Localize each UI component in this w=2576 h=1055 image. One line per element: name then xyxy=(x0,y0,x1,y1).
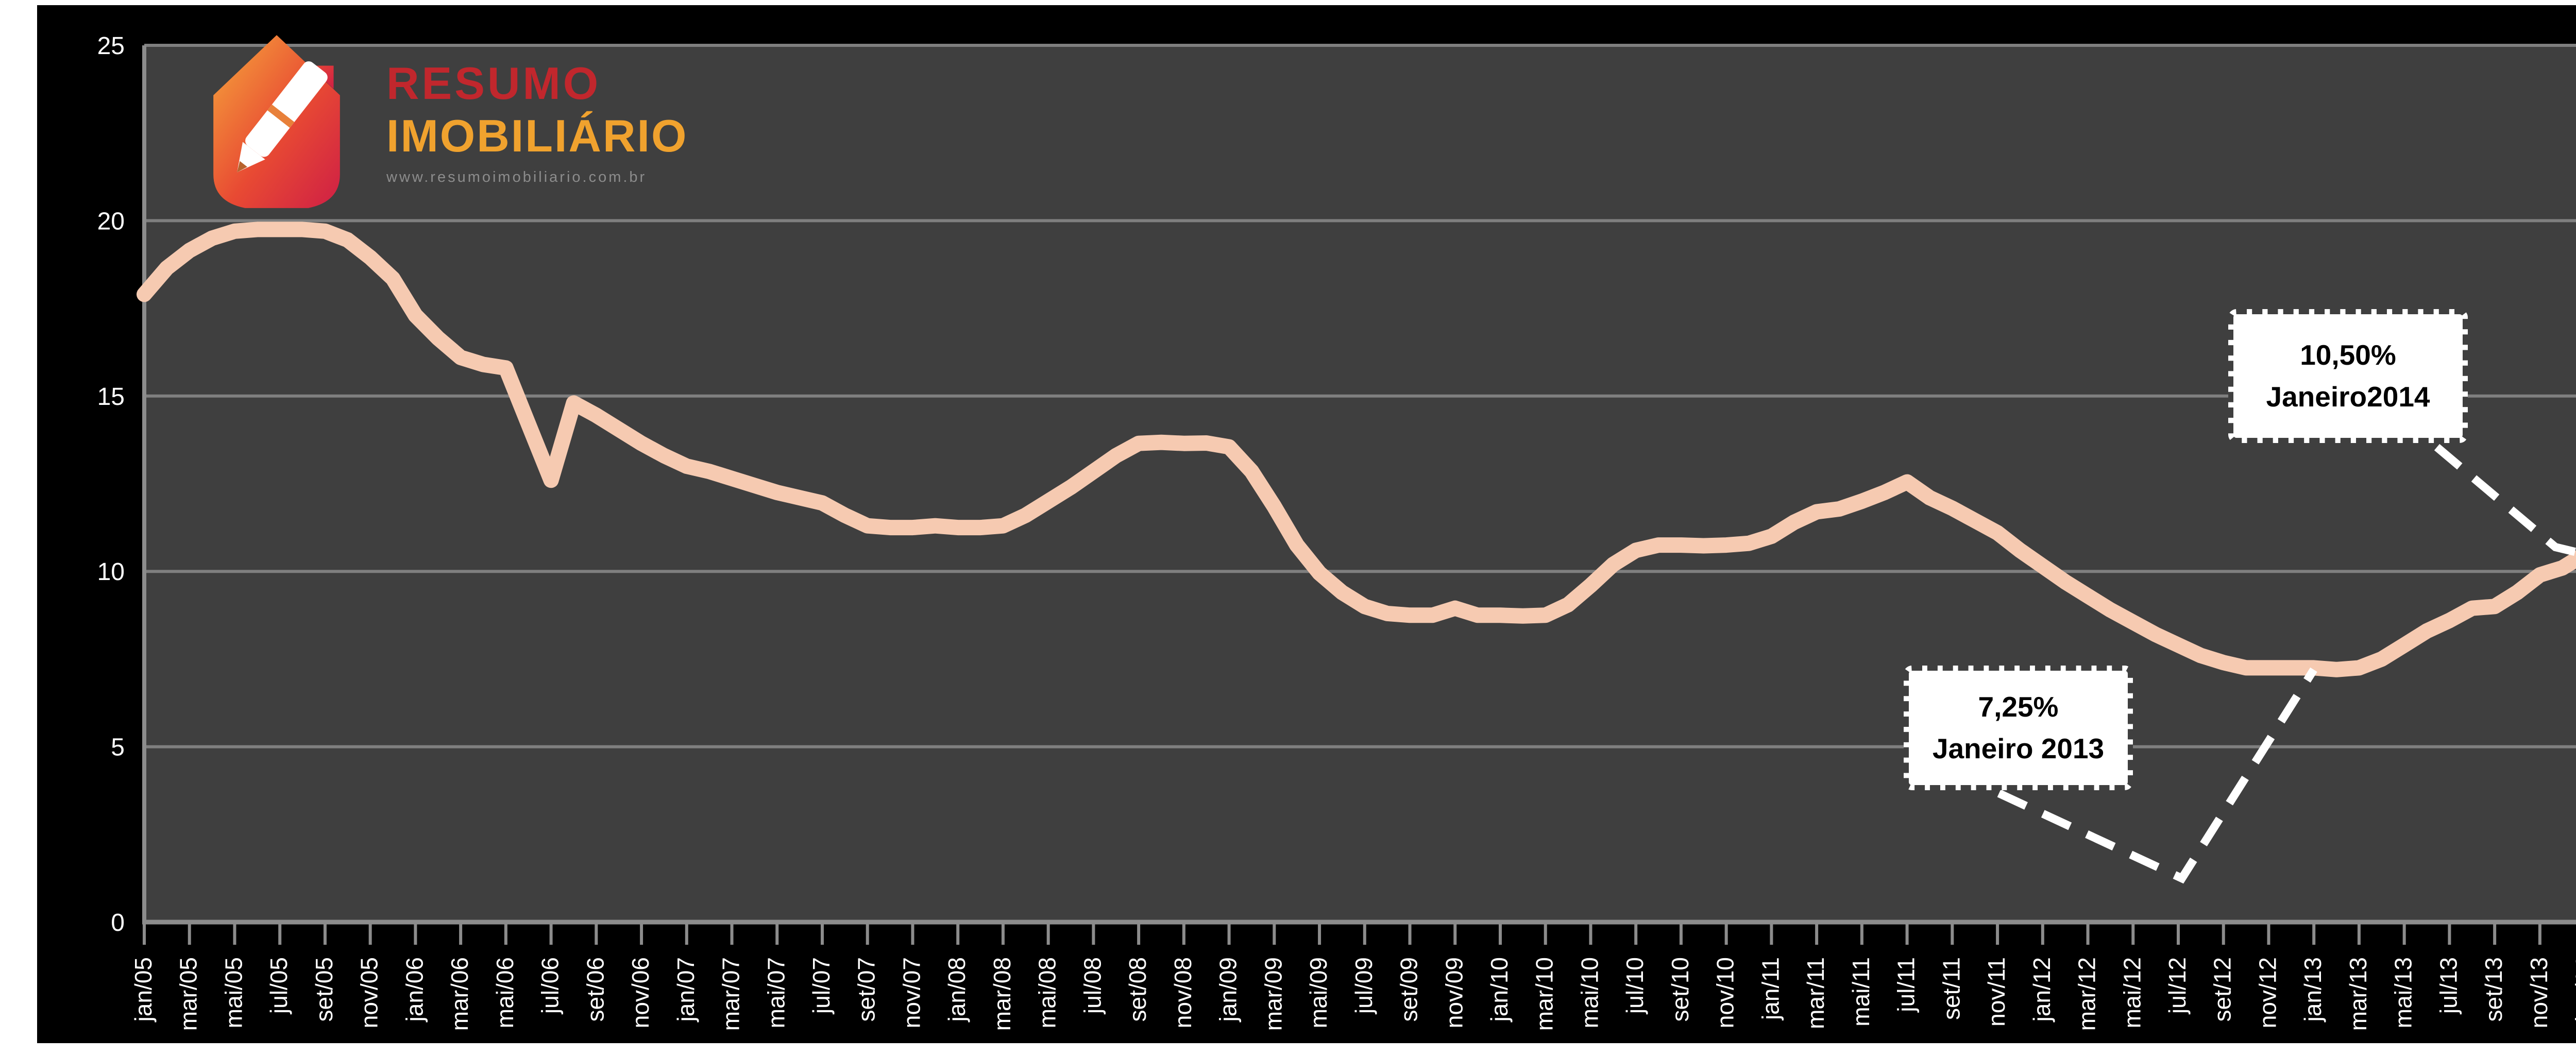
x-tick-label: mar/09 xyxy=(1260,957,1286,1031)
x-tick-label: jul/11 xyxy=(1893,957,1920,1013)
x-tick-label: nov/05 xyxy=(356,957,383,1028)
x-tick-label: jan/14 xyxy=(2571,957,2576,1023)
y-tick-label: 15 xyxy=(97,383,125,411)
x-tick-label: mai/10 xyxy=(1576,957,1603,1028)
x-tick-label: mai/05 xyxy=(220,957,247,1028)
x-tick-label: mar/05 xyxy=(175,957,202,1031)
x-tick-label: mar/13 xyxy=(2345,957,2371,1031)
x-tick-label: set/11 xyxy=(1938,957,1964,1020)
gridlines xyxy=(144,44,2576,748)
logo-brand-line1: RESUMO xyxy=(386,58,601,109)
x-tick-label: jul/07 xyxy=(808,957,835,1015)
selic-rate-line xyxy=(137,222,2576,677)
x-tick-label: mar/10 xyxy=(1531,957,1558,1031)
logo-tagline: www.resumoimobiliario.com.br xyxy=(386,169,647,185)
x-tick-label: mai/11 xyxy=(1848,957,1874,1027)
annotation-date: Janeiro 2013 xyxy=(1932,733,2105,764)
x-tick-label: set/05 xyxy=(311,957,337,1022)
x-tick-label: jul/05 xyxy=(265,957,292,1015)
x-tick-label: jan/11 xyxy=(1757,957,1784,1021)
x-tick-label: jul/13 xyxy=(2435,957,2462,1015)
x-tick-label: mai/07 xyxy=(762,957,789,1028)
x-tick-label: jan/06 xyxy=(401,957,428,1023)
x-tick-label: set/08 xyxy=(1124,957,1151,1022)
logo-brand-line2: IMOBILIÁRIO xyxy=(386,110,688,161)
x-tick-label: jan/10 xyxy=(1486,957,1513,1023)
y-tick-label: 0 xyxy=(111,909,125,937)
annotation-callout-janeiro-2013: 7,25% Janeiro 2013 xyxy=(1904,666,2133,790)
annotation-rate: 10,50% xyxy=(2300,339,2396,371)
y-tick-label: 5 xyxy=(111,734,125,761)
y-tick-label: 10 xyxy=(97,558,125,586)
x-tick-label: nov/09 xyxy=(1440,957,1467,1028)
y-tick-label: 20 xyxy=(97,208,125,235)
x-tick-label: jan/09 xyxy=(1215,957,1242,1023)
x-tick-label: jan/13 xyxy=(2299,957,2326,1023)
x-tick-label: mai/08 xyxy=(1034,957,1061,1028)
x-tick-label: jan/08 xyxy=(943,957,970,1023)
resumo-imobiliario-logo: RESUMO IMOBILIÁRIO www.resumoimobiliario… xyxy=(192,32,717,223)
x-tick-label: set/09 xyxy=(1396,957,1422,1022)
x-tick-label: jul/06 xyxy=(537,957,564,1015)
x-tick-label: jul/08 xyxy=(1079,957,1106,1015)
annotation-connectors xyxy=(1997,444,2576,884)
x-tick-label: nov/11 xyxy=(1983,957,2010,1027)
x-tick-label: set/13 xyxy=(2480,957,2507,1022)
annotation-connector xyxy=(2434,444,2576,556)
x-tick-label: nov/07 xyxy=(898,957,925,1028)
x-tick-label: jul/10 xyxy=(1621,957,1648,1015)
x-tick-label: set/06 xyxy=(582,957,608,1022)
x-tick-label: mar/06 xyxy=(446,957,473,1031)
annotation-date: Janeiro2014 xyxy=(2266,381,2430,413)
annotation-rate: 7,25% xyxy=(1978,691,2059,723)
y-tick-label: 25 xyxy=(97,32,125,60)
house-pen-logo-icon xyxy=(213,35,340,208)
annotation-callout-janeiro-2014: 10,50% Janeiro2014 xyxy=(2228,309,2468,443)
x-tick-label: jan/12 xyxy=(2028,957,2055,1023)
x-tick-label: mar/11 xyxy=(1802,957,1829,1029)
x-tick-label: mai/09 xyxy=(1305,957,1332,1028)
x-axis-labels: jan/05 mar/05 mai/05 jul/05 set/05 nov/05 jan/… xyxy=(130,922,2576,1031)
x-tick-label: mai/13 xyxy=(2390,957,2417,1028)
y-axis-labels: 0 5 10 15 20 25 xyxy=(97,32,125,937)
x-tick-label: nov/08 xyxy=(1170,957,1196,1028)
x-tick-label: mai/06 xyxy=(492,957,518,1028)
x-tick-label: nov/12 xyxy=(2254,957,2281,1028)
x-tick-label: mar/08 xyxy=(989,957,1015,1031)
x-tick-label: jan/07 xyxy=(672,957,699,1023)
x-tick-label: nov/10 xyxy=(1712,957,1739,1028)
annotation-connector xyxy=(1997,667,2317,884)
x-tick-label: jul/09 xyxy=(1350,957,1377,1015)
x-tick-label: nov/13 xyxy=(2526,957,2552,1028)
x-tick-label: nov/06 xyxy=(627,957,654,1028)
x-tick-label: mar/07 xyxy=(718,957,744,1031)
x-tick-label: jul/12 xyxy=(2164,957,2191,1015)
x-tick-label: mar/12 xyxy=(2074,957,2100,1031)
x-tick-label: set/10 xyxy=(1667,957,1693,1022)
x-tick-label: mai/12 xyxy=(2119,957,2145,1028)
x-tick-label: set/12 xyxy=(2209,957,2236,1022)
x-tick-label: jan/05 xyxy=(130,957,157,1023)
x-tick-label: set/07 xyxy=(853,957,880,1022)
